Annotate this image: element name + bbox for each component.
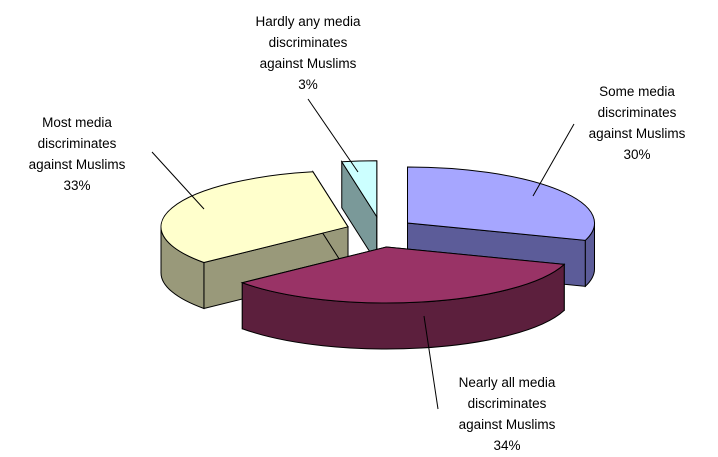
slice-label-hardly-any-media: Hardly any media discriminates against M… xyxy=(255,14,361,92)
pie-slice-most-media xyxy=(160,170,349,310)
leader-line-some-media xyxy=(532,123,575,197)
leader-line-most-media xyxy=(151,151,205,210)
slice-label-most-media: Most media discriminates against Muslims… xyxy=(28,115,126,193)
pie-slice-nearly-all-media xyxy=(240,246,566,350)
slice-label-nearly-all-media: Nearly all media discriminates against M… xyxy=(458,375,556,453)
slice-top-face xyxy=(407,166,595,241)
slice-top-face xyxy=(240,246,566,304)
pie-slice-hardly-any-media xyxy=(340,160,378,265)
slice-label-some-media: Some media discriminates against Muslims… xyxy=(588,84,686,162)
slice-top-face xyxy=(160,171,349,264)
leader-line-hardly-any-media xyxy=(307,98,359,173)
slice-top-face xyxy=(340,160,378,219)
leader-line-nearly-all-media xyxy=(423,315,439,410)
